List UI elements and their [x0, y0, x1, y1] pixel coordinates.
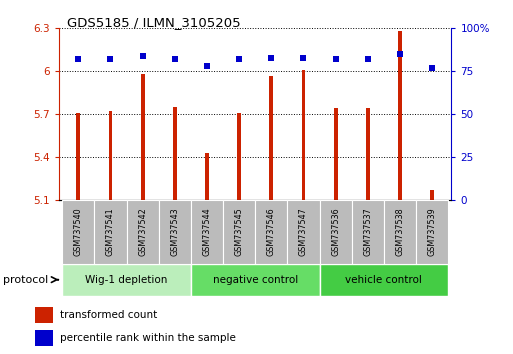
Text: negative control: negative control	[212, 275, 298, 285]
Point	[364, 56, 372, 62]
Text: GSM737536: GSM737536	[331, 207, 340, 256]
Bar	[223, 200, 255, 264]
Text: vehicle control: vehicle control	[345, 275, 422, 285]
Text: GSM737546: GSM737546	[267, 207, 276, 256]
Text: GSM737547: GSM737547	[299, 207, 308, 256]
Bar	[287, 200, 320, 264]
Bar	[430, 190, 434, 200]
Bar	[127, 200, 159, 264]
Text: GSM737543: GSM737543	[170, 207, 180, 256]
Text: percentile rank within the sample: percentile rank within the sample	[61, 333, 236, 343]
Text: transformed count: transformed count	[61, 310, 157, 320]
Bar	[62, 200, 94, 264]
Text: GDS5185 / ILMN_3105205: GDS5185 / ILMN_3105205	[67, 16, 240, 29]
Point	[203, 63, 211, 69]
Point	[331, 56, 340, 62]
Text: Wig-1 depletion: Wig-1 depletion	[85, 275, 168, 285]
Bar	[384, 200, 416, 264]
Text: GSM737541: GSM737541	[106, 207, 115, 256]
Text: GSM737539: GSM737539	[428, 207, 437, 256]
Bar	[62, 264, 191, 296]
Point	[106, 56, 114, 62]
Bar	[76, 113, 80, 200]
Bar	[94, 200, 127, 264]
Bar	[237, 113, 241, 200]
Bar	[255, 200, 287, 264]
Text: GSM737545: GSM737545	[234, 207, 244, 256]
Point	[267, 55, 275, 60]
Bar	[109, 111, 112, 200]
Bar	[205, 153, 209, 200]
Text: GSM737542: GSM737542	[138, 207, 147, 256]
Text: GSM737540: GSM737540	[74, 207, 83, 256]
Point	[139, 53, 147, 59]
Point	[74, 56, 83, 62]
Text: protocol: protocol	[3, 275, 48, 285]
Bar	[173, 107, 176, 200]
Bar	[159, 200, 191, 264]
Bar	[141, 74, 145, 200]
Bar	[320, 200, 352, 264]
Bar	[398, 31, 402, 200]
Bar	[366, 108, 370, 200]
Bar	[35, 307, 53, 323]
Point	[235, 56, 243, 62]
Point	[171, 56, 179, 62]
Bar	[416, 200, 448, 264]
Bar	[269, 75, 273, 200]
Point	[300, 55, 308, 60]
Bar	[320, 264, 448, 296]
Point	[428, 65, 436, 71]
Text: GSM737537: GSM737537	[363, 207, 372, 256]
Bar	[302, 70, 305, 200]
Bar	[191, 264, 320, 296]
Bar	[352, 200, 384, 264]
Text: GSM737544: GSM737544	[203, 207, 211, 256]
Point	[396, 51, 404, 57]
Bar	[191, 200, 223, 264]
Bar	[35, 330, 53, 346]
Text: GSM737538: GSM737538	[396, 207, 404, 256]
Bar	[333, 108, 338, 200]
